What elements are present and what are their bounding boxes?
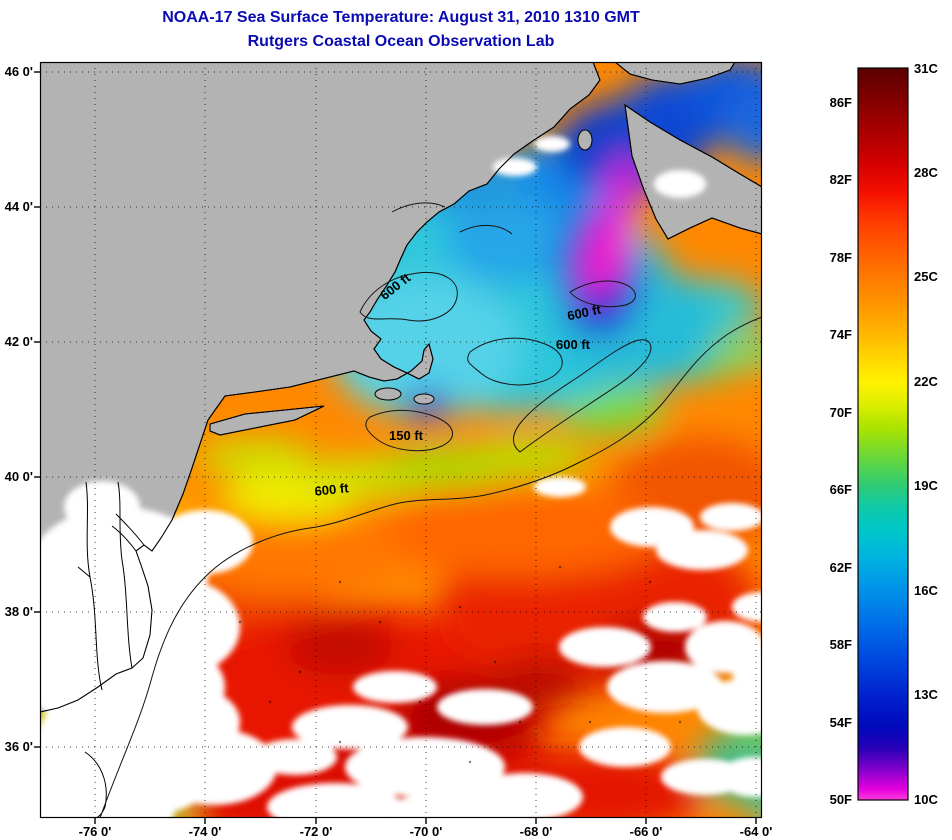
colorbar-fahrenheit-labels: 86F 82F 78F 74F 70F 66F 62F 58F 54F 50F xyxy=(830,95,852,807)
lon-tick-label: -74 0' xyxy=(189,824,222,839)
figure-title: NOAA-17 Sea Surface Temperature: August … xyxy=(162,9,640,26)
lat-tick-label: 44 0' xyxy=(5,199,33,214)
lon-tick-label: -70 0' xyxy=(410,824,443,839)
contour-label-600ft-4: 600 ft xyxy=(314,480,350,499)
lat-tick-label: 38 0' xyxy=(5,604,33,619)
cloud-layer xyxy=(40,136,762,818)
axis-ticks xyxy=(34,71,757,824)
lat-tick-label: 40 0' xyxy=(5,469,33,484)
colorbar-c-label: 13C xyxy=(914,687,938,702)
map-panel: 600 ft 600 ft 600 ft 600 ft 150 ft xyxy=(39,61,763,819)
figure-subtitle: Rutgers Coastal Ocean Observation Lab xyxy=(248,33,555,50)
map-content: 600 ft 600 ft 600 ft 600 ft 150 ft xyxy=(40,62,762,818)
lon-tick-label: -68 0' xyxy=(520,824,553,839)
colorbar-f-label: 82F xyxy=(830,172,852,187)
colorbar: 86F 82F 78F 74F 70F 66F 62F 58F 54F 50F … xyxy=(830,61,939,807)
speckle-layer xyxy=(238,565,682,764)
colorbar-f-label: 86F xyxy=(830,95,852,110)
map-frame xyxy=(39,61,763,819)
grid-lines xyxy=(40,62,762,818)
lat-tick-label: 46 0' xyxy=(5,64,33,79)
colorbar-f-label: 50F xyxy=(830,792,852,807)
contour-label-600ft-2: 600 ft xyxy=(566,302,603,324)
lon-tick-label: -72 0' xyxy=(300,824,333,839)
estuary-outlines xyxy=(77,481,145,818)
lon-tick-label: -66 0' xyxy=(630,824,663,839)
colorbar-gradient xyxy=(857,67,909,801)
longitude-axis: -76 0' -74 0' -72 0' -70 0' -68 0' -66 0… xyxy=(79,824,773,839)
colorbar-f-label: 62F xyxy=(830,560,852,575)
latitude-axis: 46 0' 44 0' 42 0' 40 0' 38 0' 36 0' xyxy=(5,64,33,754)
colorbar-c-label: 19C xyxy=(914,478,938,493)
colorbar-c-label: 31C xyxy=(914,61,938,76)
colorbar-f-label: 54F xyxy=(830,715,852,730)
colorbar-f-label: 70F xyxy=(830,405,852,420)
colorbar-f-label: 78F xyxy=(830,250,852,265)
colorbar-c-label: 28C xyxy=(914,165,938,180)
colorbar-celsius-labels: 31C 28C 25C 22C 19C 16C 13C 10C xyxy=(914,61,938,807)
colorbar-c-label: 22C xyxy=(914,374,938,389)
lat-tick-label: 42 0' xyxy=(5,334,33,349)
contour-label-600ft-3: 600 ft xyxy=(556,337,591,352)
bathymetry-contours xyxy=(99,202,762,818)
colorbar-f-label: 58F xyxy=(830,637,852,652)
lat-tick-label: 36 0' xyxy=(5,739,33,754)
colorbar-f-label: 66F xyxy=(830,482,852,497)
lon-tick-label: -76 0' xyxy=(79,824,112,839)
colorbar-c-label: 25C xyxy=(914,269,938,284)
colorbar-c-label: 10C xyxy=(914,792,938,807)
colorbar-f-label: 74F xyxy=(830,327,852,342)
contour-label-150ft: 150 ft xyxy=(389,428,424,443)
lon-tick-label: -64 0' xyxy=(740,824,773,839)
colorbar-c-label: 16C xyxy=(914,583,938,598)
